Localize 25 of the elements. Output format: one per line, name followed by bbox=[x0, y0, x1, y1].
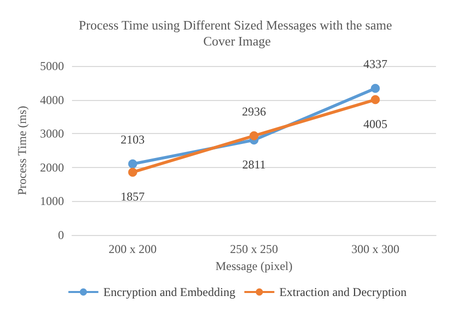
data-label: 2811 bbox=[242, 157, 266, 172]
point bbox=[370, 84, 380, 93]
y-tick-label: 4000 bbox=[40, 92, 64, 107]
data-label: 2936 bbox=[242, 104, 266, 118]
y-tick-label: 2000 bbox=[40, 160, 64, 174]
y-tick-label: 5000 bbox=[40, 59, 64, 73]
y-tick-label: 3000 bbox=[40, 126, 64, 141]
x-tick-label: 250 x 250 bbox=[230, 242, 278, 256]
x-tick-label: 200 x 200 bbox=[108, 242, 157, 256]
point bbox=[128, 159, 138, 168]
point bbox=[370, 95, 380, 104]
data-label: 2103 bbox=[120, 132, 145, 146]
legend-label: Encryption and Embedding bbox=[103, 285, 236, 299]
y-tick-label: 1000 bbox=[40, 194, 64, 208]
x-tick-label: 300 x 300 bbox=[351, 242, 400, 256]
point bbox=[250, 131, 258, 140]
y-axis-title: Process Time (ms) bbox=[15, 106, 29, 196]
y-tick-label: 0 bbox=[58, 228, 64, 242]
legend-label: Extraction and Decryption bbox=[279, 285, 407, 299]
x-axis-title: Message (pixel) bbox=[216, 258, 292, 273]
chart-title: Process Time using Different Sized Messages with the same Cover Image bbox=[78, 18, 396, 48]
data-label: 4337 bbox=[363, 56, 388, 71]
data-label: 1857 bbox=[120, 190, 145, 204]
data-label: 4005 bbox=[363, 117, 388, 132]
point bbox=[128, 168, 138, 177]
